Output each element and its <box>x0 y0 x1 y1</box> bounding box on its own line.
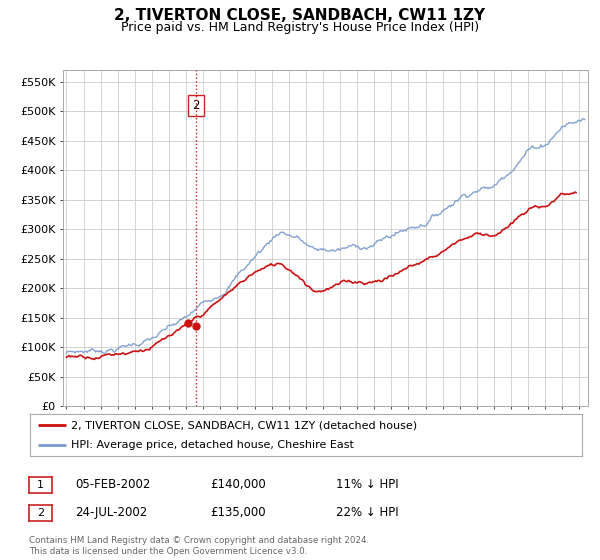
Text: Price paid vs. HM Land Registry's House Price Index (HPI): Price paid vs. HM Land Registry's House … <box>121 21 479 34</box>
Text: £135,000: £135,000 <box>210 506 266 519</box>
Text: 2, TIVERTON CLOSE, SANDBACH, CW11 1ZY: 2, TIVERTON CLOSE, SANDBACH, CW11 1ZY <box>115 8 485 24</box>
Text: Contains HM Land Registry data © Crown copyright and database right 2024.
This d: Contains HM Land Registry data © Crown c… <box>29 536 369 556</box>
Text: 24-JUL-2002: 24-JUL-2002 <box>75 506 147 519</box>
Text: HPI: Average price, detached house, Cheshire East: HPI: Average price, detached house, Ches… <box>71 440 354 450</box>
Text: £140,000: £140,000 <box>210 478 266 491</box>
Text: 05-FEB-2002: 05-FEB-2002 <box>75 478 151 491</box>
Text: 22% ↓ HPI: 22% ↓ HPI <box>336 506 398 519</box>
Text: 2: 2 <box>37 508 44 518</box>
Text: 11% ↓ HPI: 11% ↓ HPI <box>336 478 398 491</box>
Text: 2, TIVERTON CLOSE, SANDBACH, CW11 1ZY (detached house): 2, TIVERTON CLOSE, SANDBACH, CW11 1ZY (d… <box>71 421 418 430</box>
Text: 1: 1 <box>37 480 44 490</box>
Text: 2: 2 <box>192 99 200 112</box>
